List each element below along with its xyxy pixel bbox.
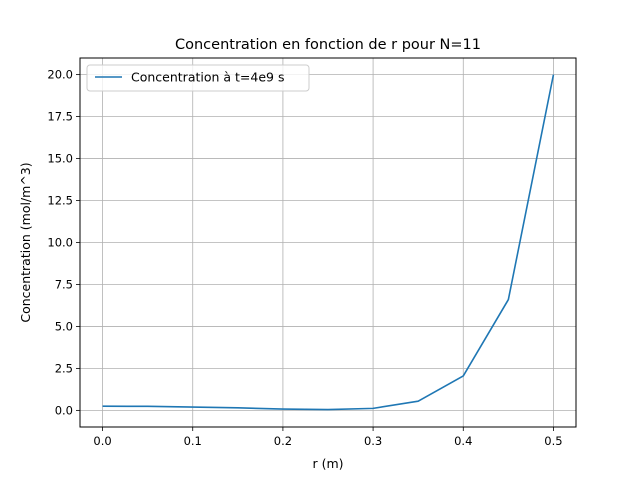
legend-box (86, 64, 310, 92)
x-tick-label: 0.1 (184, 434, 202, 448)
x-tick-label: 0.4 (454, 434, 472, 448)
y-axis-label: Concentration (mol/m^3) (18, 162, 33, 322)
y-tick-label: 7.5 (55, 277, 73, 291)
series-line-0 (102, 74, 555, 411)
y-tick-label: 17.5 (47, 110, 73, 124)
y-tick-label: 20.0 (47, 68, 73, 82)
x-tick-label: 0.2 (274, 434, 292, 448)
grid-lines (80, 58, 576, 427)
y-tick-label: 12.5 (47, 194, 73, 208)
x-axis-label: r (m) (312, 456, 343, 471)
x-tick-label: 0.0 (93, 434, 111, 448)
y-tick-label: 2.5 (55, 361, 73, 375)
legend-label: Concentration à t=4e9 s (131, 70, 285, 85)
y-tick-label: 10.0 (47, 236, 73, 250)
x-axis-ticks: 0.0 0.1 0.2 0.3 0.4 0.5 (93, 427, 563, 448)
x-tick-label: 0.5 (544, 434, 562, 448)
series-lines (102, 74, 555, 411)
y-tick-label: 0.0 (55, 403, 73, 417)
y-axis-ticks: 0.0 2.5 5.0 7.5 10.0 12.5 15.0 17.5 20.0 (47, 68, 80, 417)
chart-title: Concentration en fonction de r pour N=11 (175, 37, 481, 53)
legend: Concentration à t=4e9 s (86, 64, 310, 92)
x-tick-label: 0.3 (364, 434, 382, 448)
y-tick-label: 15.0 (47, 152, 73, 166)
y-tick-label: 5.0 (55, 319, 73, 333)
